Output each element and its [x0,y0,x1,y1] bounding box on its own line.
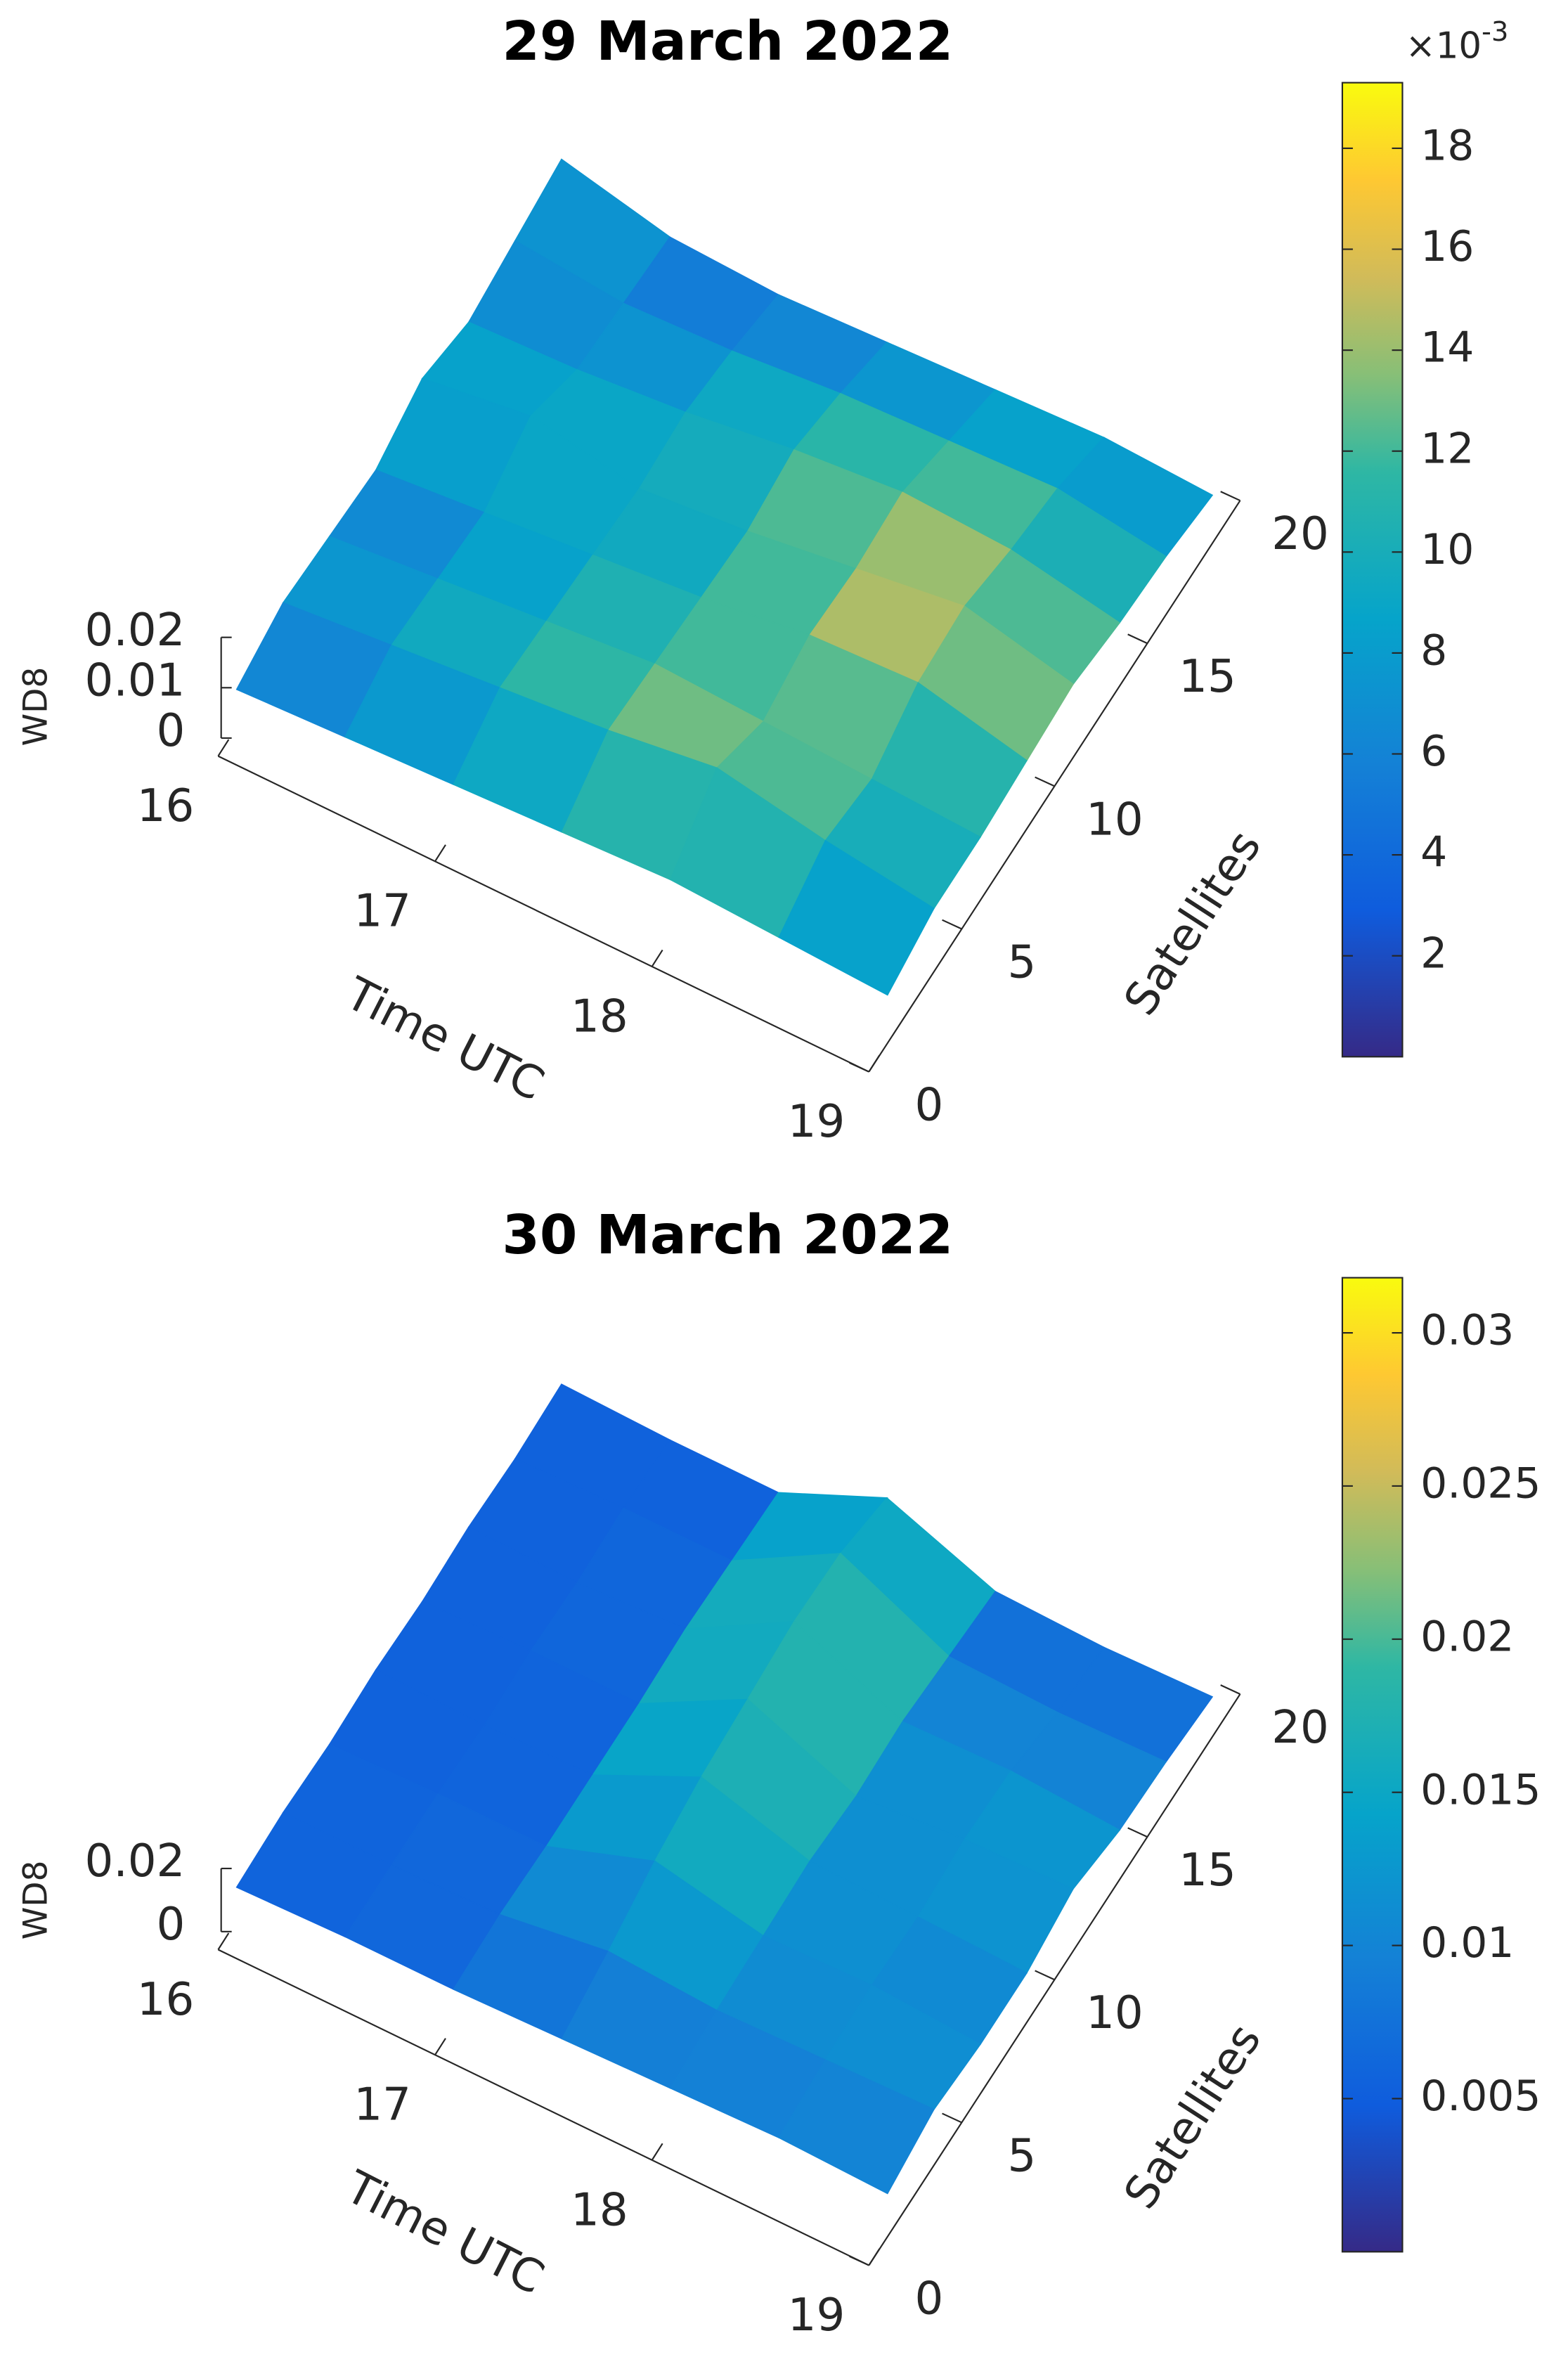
surface-patch [778,2059,935,2195]
x-tick [868,1054,881,1073]
surface-patch [778,839,935,996]
x-tick-label: 17 [354,885,411,938]
colorbar-tick-label: 4 [1420,828,1447,877]
x-tick [651,949,663,967]
colorbar-tick-label: 2 [1420,929,1447,978]
colorbar-tick-label: 6 [1420,727,1447,776]
z-axis-label: WD8 [16,1861,55,1940]
colorbar-tick-label: 0.03 [1420,1306,1514,1355]
y-tick-label: 5 [1007,936,1036,988]
z-tick-label: 0.01 [85,654,186,706]
y-tick [1127,1827,1148,1838]
y-tick [1220,1684,1240,1695]
x-tick [434,2038,446,2055]
colorbar-tick-label: 10 [1420,525,1474,574]
colorbar-tick-label: 0.01 [1420,1918,1514,1968]
x-axis [217,755,869,1073]
y-tick [849,2255,869,2266]
x-axis [217,1949,869,2266]
y-axis-label: Satellites [1114,2015,1271,2218]
colorbar-exponent: ×10-3 [1406,16,1509,67]
x-tick-label: 19 [788,1095,845,1148]
y-tick-label: 10 [1086,793,1143,846]
z-tick-label: 0.02 [85,604,186,657]
y-tick [1220,491,1240,502]
x-tick [217,1932,230,1951]
x-tick-label: 18 [571,2183,628,2236]
y-tick [1035,776,1055,787]
x-axis-label: Time UTC [337,2160,552,2305]
y-tick-label: 20 [1271,1701,1329,1754]
colorbar-tick-label: 18 [1420,122,1474,171]
colorbar [1341,82,1404,1058]
x-tick-label: 18 [571,990,628,1042]
colorbar-tick-label: 8 [1420,626,1447,676]
y-tick [1127,633,1148,645]
x-tick [868,2248,881,2266]
colorbar-tick-label: 0.005 [1420,2072,1541,2121]
y-tick [942,2112,962,2124]
z-tick-label: 0 [157,704,186,757]
y-tick-label: 5 [1007,2129,1036,2182]
y-tick-label: 0 [914,1079,943,1132]
colorbar [1341,1277,1404,2253]
colorbar-tick-label: 16 [1420,222,1474,271]
y-axis-label: Satellites [1114,821,1271,1024]
x-tick [434,844,446,862]
y-tick-label: 0 [914,2272,943,2325]
y-tick [849,1061,869,1073]
x-tick-label: 16 [137,1973,195,2026]
colorbar-tick-label: 0.02 [1420,1612,1514,1661]
exponent-power: -3 [1482,16,1508,48]
colorbar-tick-label: 14 [1420,323,1474,373]
x-axis-label: Time UTC [337,967,552,1111]
chart-title: 29 March 2022 [502,11,953,73]
x-tick-label: 16 [137,780,195,832]
x-tick [651,2143,663,2161]
exponent-base: ×10 [1406,25,1482,67]
x-tick-label: 19 [788,2289,845,2342]
y-tick-label: 10 [1086,1987,1143,2039]
colorbar-tick-label: 12 [1420,424,1474,473]
z-axis-label: WD8 [16,667,55,747]
x-tick [217,739,230,757]
y-tick [1035,1970,1055,1981]
colorbar-tick-label: 0.015 [1420,1765,1541,1814]
z-tick-label: 0 [157,1898,186,1951]
colorbar-tick-label: 0.025 [1420,1459,1541,1509]
y-tick-label: 20 [1271,508,1329,560]
y-tick-label: 15 [1179,650,1236,703]
y-tick-label: 15 [1179,1844,1236,1897]
x-tick-label: 17 [354,2079,411,2131]
z-tick-label: 0.02 [85,1835,186,1887]
y-tick [942,919,962,930]
chart-title: 30 March 2022 [502,1204,953,1267]
